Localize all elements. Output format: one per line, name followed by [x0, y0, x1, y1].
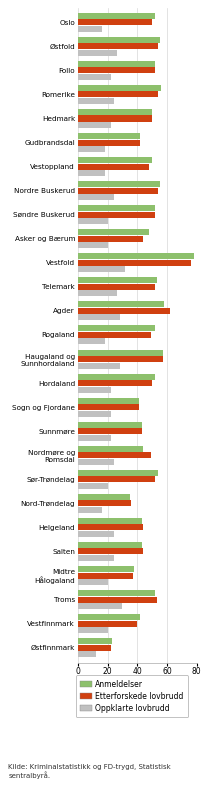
Bar — [78, 212, 154, 217]
Bar — [78, 68, 154, 73]
Bar — [78, 326, 154, 331]
Bar — [78, 146, 104, 152]
Bar — [78, 518, 141, 524]
Bar — [78, 243, 107, 248]
Bar — [78, 49, 116, 56]
Bar — [78, 26, 101, 31]
Bar — [78, 483, 107, 489]
Bar — [78, 194, 113, 200]
Bar — [78, 411, 110, 417]
Bar — [78, 590, 154, 596]
Bar — [78, 332, 150, 338]
Bar — [78, 157, 151, 163]
Bar — [78, 549, 143, 554]
Bar — [78, 43, 157, 49]
Bar — [78, 644, 110, 651]
Bar — [78, 284, 154, 290]
Bar — [78, 37, 159, 43]
Bar — [78, 398, 138, 403]
Bar — [78, 181, 159, 187]
Bar — [78, 469, 157, 476]
Bar — [78, 85, 160, 91]
Bar — [78, 500, 131, 506]
Bar — [78, 140, 140, 145]
Bar — [78, 446, 143, 452]
Bar — [78, 363, 119, 368]
Bar — [78, 494, 129, 500]
Bar — [78, 188, 157, 194]
X-axis label: Per politistilling: Per politistilling — [104, 679, 169, 688]
Bar — [78, 542, 141, 548]
Bar — [78, 254, 193, 259]
Bar — [78, 422, 141, 428]
Bar — [78, 349, 162, 356]
Bar — [78, 315, 119, 320]
Bar — [78, 374, 154, 380]
Bar — [78, 229, 149, 236]
Bar — [78, 260, 190, 266]
Bar — [78, 555, 113, 561]
Bar — [78, 109, 151, 115]
Bar — [78, 277, 156, 283]
Bar — [78, 61, 154, 67]
Bar — [78, 638, 112, 644]
Bar — [78, 627, 107, 633]
Bar — [78, 122, 110, 128]
Bar — [78, 597, 156, 603]
Bar — [78, 356, 162, 362]
Bar — [78, 91, 157, 97]
Bar — [78, 386, 110, 392]
Bar — [78, 614, 140, 620]
Bar — [78, 603, 122, 609]
Bar — [78, 133, 140, 139]
Bar — [78, 170, 104, 176]
Bar — [78, 579, 107, 585]
Bar — [78, 572, 132, 579]
Bar — [78, 404, 138, 410]
Bar — [78, 266, 125, 272]
Bar — [78, 163, 149, 170]
Bar — [78, 20, 151, 25]
Bar — [78, 308, 169, 314]
Bar — [78, 290, 116, 297]
Bar — [78, 98, 113, 104]
Bar — [78, 452, 150, 458]
Bar — [78, 338, 104, 345]
Bar — [78, 524, 143, 531]
Bar — [78, 476, 154, 482]
Bar — [78, 435, 110, 440]
Bar — [78, 507, 101, 513]
Bar — [78, 531, 113, 537]
Bar — [78, 115, 151, 122]
Bar — [78, 205, 154, 211]
Bar — [78, 652, 95, 657]
Bar — [78, 236, 143, 242]
Bar — [78, 380, 151, 386]
Bar — [78, 428, 141, 434]
Bar — [78, 566, 134, 572]
Bar — [78, 458, 113, 465]
Bar — [78, 301, 163, 308]
Bar — [78, 13, 154, 19]
Text: Kilde: Kriminalstatistikk og FD-trygd, Statistisk
sentralbyrå.: Kilde: Kriminalstatistikk og FD-trygd, S… — [8, 764, 170, 779]
Bar — [78, 74, 110, 80]
Legend: Anmeldelser, Etterforskede lovbrudd, Oppklarte lovbrudd: Anmeldelser, Etterforskede lovbrudd, Opp… — [75, 675, 187, 717]
Bar — [78, 621, 137, 626]
Bar — [78, 218, 107, 225]
